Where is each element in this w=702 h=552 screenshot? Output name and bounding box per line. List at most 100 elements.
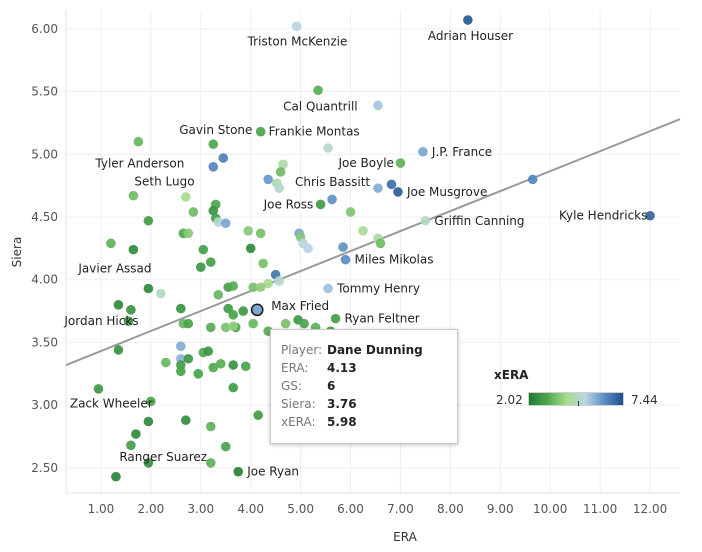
tooltip-key: ERA: [281,361,309,375]
data-point [228,360,239,370]
data-point [183,228,194,239]
data-point [238,306,249,316]
data-point [208,162,219,172]
data-point [181,192,191,202]
point-label: Joe Ross [263,197,314,211]
data-points [93,15,655,482]
x-tick-label: 4.00 [237,502,264,516]
point-label: Javier Assad [77,262,151,276]
data-point [205,421,216,432]
point-label: Miles Mikolas [355,253,434,267]
point-label: J.P. France [431,145,492,159]
x-tick-label: 1.00 [88,502,115,516]
data-point [195,262,206,272]
data-point [395,158,406,168]
data-point [205,322,216,333]
data-point [386,179,397,190]
data-point [263,174,273,185]
x-tick-label: 11.00 [583,502,617,516]
tooltip-key: Siera: [281,397,316,411]
data-point [161,357,171,368]
point-label: Seth Lugo [134,175,194,189]
data-point [313,85,323,96]
data-point [255,282,266,293]
data-point [218,153,229,163]
data-point [228,321,239,331]
data-point [340,254,351,265]
tooltip: Player: Dane Dunning ERA: 4.13 GS: 6 Siera: 3.7… [270,329,458,444]
y-tick-label: 5.00 [31,147,58,161]
color-legend: xERA 2.02 7.44 [494,368,664,416]
data-point [183,318,194,329]
tooltip-row: GS: 6 [281,377,447,395]
tooltip-value: 6 [327,379,336,393]
point-label: Zack Wheeler [70,396,153,410]
data-point [255,126,266,137]
data-point [373,183,383,193]
data-point [181,415,191,426]
data-point [228,281,239,291]
axes: 1.00 2.00 3.00 4.00 5.00 6.00 7.00 8.00 9.00 10.0… [10,10,680,544]
data-point [327,194,337,205]
x-axis-title: ERA [393,530,417,544]
point-label: Joe Ryan [246,465,299,479]
data-point [258,258,268,269]
data-point [133,136,144,147]
data-point [323,283,333,294]
data-point [345,207,356,217]
data-point [111,471,121,482]
data-point [393,187,403,197]
data-point [463,15,473,25]
point-label: Kyle Hendricks [559,209,647,223]
data-point [263,278,273,289]
data-point [143,458,154,468]
legend-marker [578,401,579,406]
data-point [645,210,655,221]
x-tick-label: 9.00 [487,502,514,516]
data-point [220,218,231,229]
data-point [205,257,216,267]
data-point [243,226,254,236]
data-point [123,316,134,326]
data-point [93,384,104,394]
data-point [203,346,214,357]
data-point [253,410,263,421]
point-label: Ranger Suarez [119,450,207,464]
tooltip-value: Dane Dunning [327,343,423,357]
point-label: Griffin Canning [434,214,524,228]
data-point [113,345,124,355]
y-tick-label: 3.00 [31,398,58,412]
data-point [205,458,216,468]
data-point [338,242,348,252]
trend-line-group [65,118,681,366]
data-point [248,282,258,293]
data-point [291,21,302,32]
data-point [275,167,286,177]
data-point [188,207,199,217]
data-point [131,429,141,439]
x-tick-label: 5.00 [287,502,314,516]
data-point [248,318,258,329]
legend-max-label: 7.44 [631,393,658,407]
point-label: Ryan Feltner [345,312,420,326]
x-tick-label: 10.00 [533,502,567,516]
data-point [330,313,341,324]
point-label: Chris Bassitt [295,175,370,189]
point-label: Joe Boyle [337,156,393,170]
data-point [240,361,251,372]
trend-line [65,118,681,366]
point-label: Triston McKenzie [247,34,348,48]
data-point [213,217,224,227]
tooltip-value: 5.98 [327,415,357,429]
point-label: Gavin Stone [179,123,252,137]
y-tick-label: 4.00 [31,273,58,287]
legend-min-label: 2.02 [496,393,523,407]
data-point [208,362,219,373]
point-label: Tyler Anderson [94,157,184,171]
data-point [315,199,326,210]
tooltip-key: Player: [281,343,323,357]
legend-title: xERA [494,368,529,382]
data-point [299,318,309,329]
data-point [106,238,116,249]
data-point [126,305,136,315]
